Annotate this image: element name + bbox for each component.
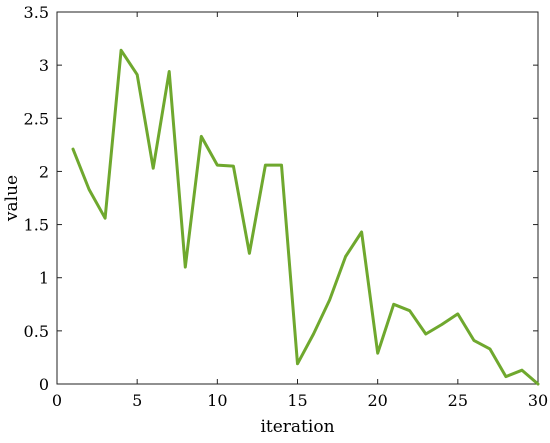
y-tick-label: 2 [39,162,49,181]
y-tick-label: 3.5 [24,3,49,22]
x-tick-label: 30 [528,391,548,410]
x-tick-label: 25 [448,391,468,410]
y-tick-label: 1 [39,269,49,288]
y-axis-label: value [2,175,22,222]
y-tick-label: 0 [39,375,49,394]
y-axis-ticks: 0 0.5 1 1.5 2 2.5 3 3.5 [24,3,538,394]
y-tick-label: 1.5 [24,216,49,235]
x-tick-label: 0 [52,391,62,410]
x-axis-label: iteration [260,417,334,437]
x-tick-label: 5 [132,391,142,410]
x-tick-label: 10 [207,391,227,410]
series-line [73,50,538,384]
x-tick-label: 15 [287,391,307,410]
series-layer [73,50,538,384]
x-tick-label: 20 [367,391,387,410]
y-tick-label: 3 [39,56,49,75]
x-axis-ticks: 0 5 10 15 20 25 30 [52,12,548,410]
y-tick-label: 0.5 [24,322,49,341]
y-tick-label: 2.5 [24,109,49,128]
